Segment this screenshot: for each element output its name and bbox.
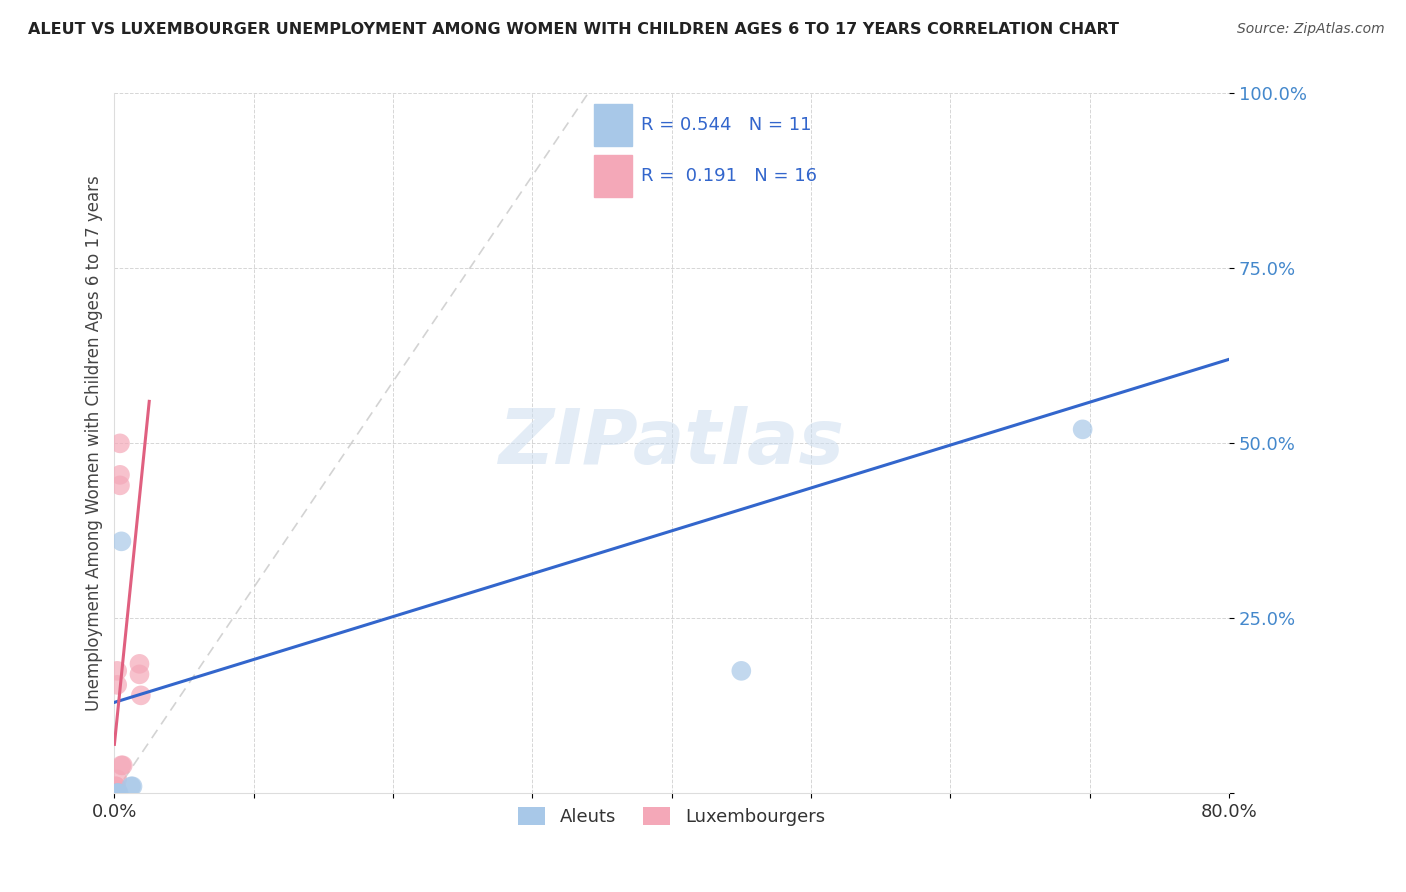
Point	[110, 534, 132, 549]
Point	[108, 478, 131, 492]
Point	[129, 689, 152, 703]
Text: Source: ZipAtlas.com: Source: ZipAtlas.com	[1237, 22, 1385, 37]
Point	[108, 436, 131, 450]
Point	[105, 786, 128, 800]
Point	[107, 786, 129, 800]
Point	[110, 758, 132, 772]
Point	[105, 772, 128, 787]
Point	[104, 782, 127, 797]
Text: ALEUT VS LUXEMBOURGER UNEMPLOYMENT AMONG WOMEN WITH CHILDREN AGES 6 TO 17 YEARS : ALEUT VS LUXEMBOURGER UNEMPLOYMENT AMONG…	[28, 22, 1119, 37]
Point	[128, 667, 150, 681]
Point	[104, 780, 127, 794]
Point	[104, 782, 127, 797]
Point	[107, 786, 129, 800]
Point	[128, 657, 150, 671]
Point	[120, 780, 142, 794]
Point	[108, 467, 131, 482]
Legend: Aleuts, Luxembourgers: Aleuts, Luxembourgers	[512, 799, 832, 833]
Point	[104, 780, 127, 794]
Point	[730, 664, 752, 678]
Point	[121, 780, 143, 794]
Text: ZIPatlas: ZIPatlas	[499, 407, 845, 481]
Point	[105, 664, 128, 678]
Point	[1071, 422, 1094, 436]
Point	[105, 678, 128, 692]
Point	[105, 786, 128, 800]
Point	[111, 758, 134, 772]
Point	[105, 786, 128, 800]
Y-axis label: Unemployment Among Women with Children Ages 6 to 17 years: Unemployment Among Women with Children A…	[86, 176, 103, 711]
Point	[105, 786, 128, 800]
Point	[105, 782, 128, 797]
